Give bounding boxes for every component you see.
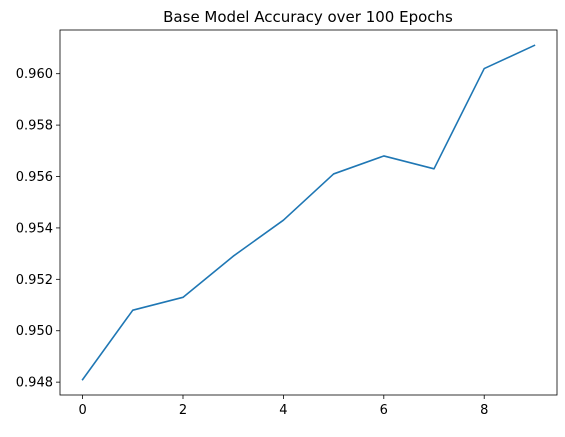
x-tick-label-2: 4 [279, 403, 287, 418]
y-tick-label-2: 0.952 [16, 273, 53, 288]
y-tick-label-5: 0.958 [16, 119, 53, 134]
x-tick-label-0: 0 [78, 403, 86, 418]
axes-frame [59, 29, 558, 396]
y-tick-label-3: 0.954 [16, 221, 53, 236]
plot-area: 0 2 4 6 8 0.948 0.950 0.952 0.954 0.956 0.958 0.960 [16, 29, 558, 418]
series-line-0 [81, 44, 536, 381]
x-tick-label-4: 8 [480, 403, 488, 418]
y-tick-label-4: 0.956 [16, 170, 53, 185]
y-tick-label-1: 0.950 [16, 324, 53, 339]
x-tick-label-1: 2 [179, 403, 187, 418]
y-tick-label-0: 0.948 [16, 376, 53, 391]
x-tick-label-3: 6 [380, 403, 388, 418]
y-tick-label-6: 0.960 [16, 67, 53, 82]
chart-title: Base Model Accuracy over 100 Epochs [163, 8, 453, 26]
